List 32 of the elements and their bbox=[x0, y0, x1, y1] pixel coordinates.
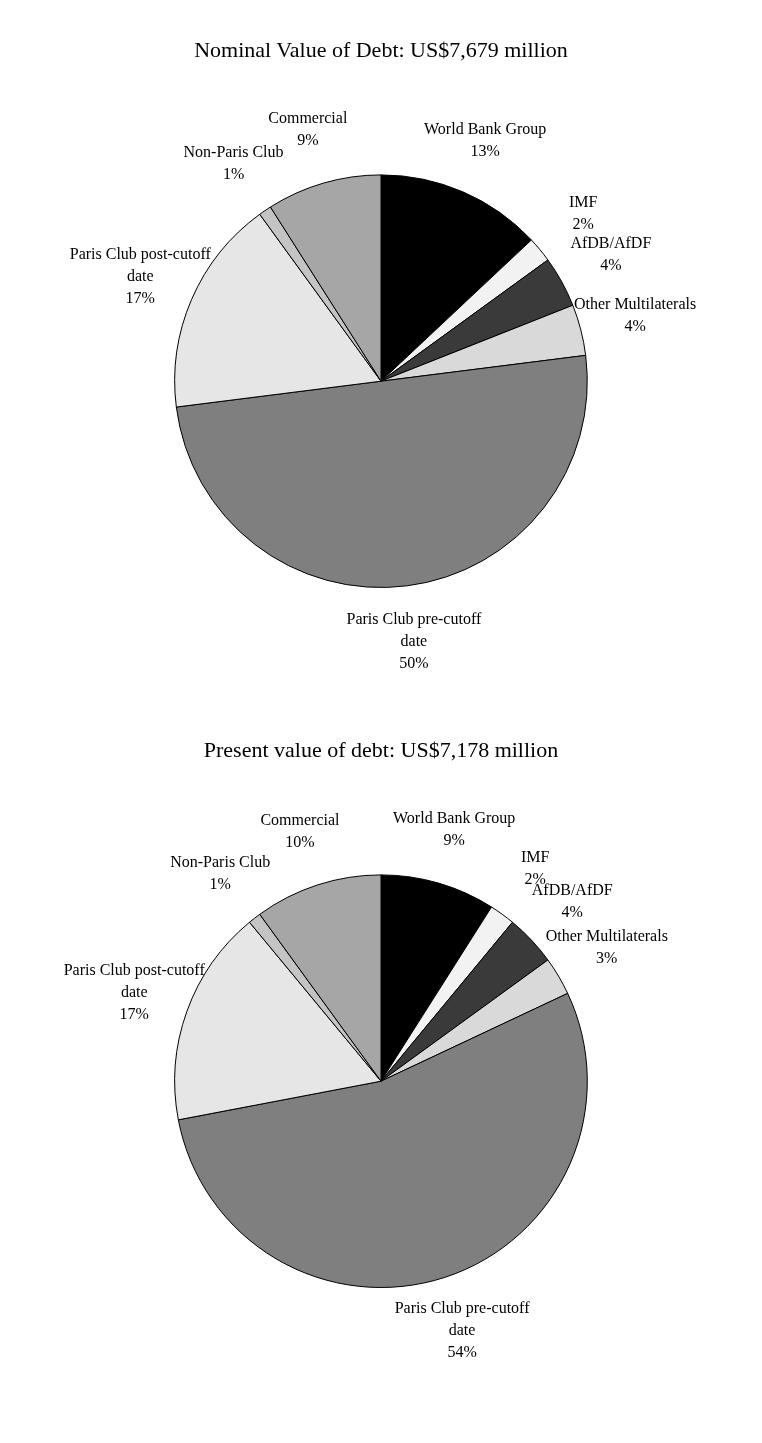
data-label: 1% bbox=[222, 165, 245, 183]
data-label: 4% bbox=[600, 256, 622, 274]
data-label: 17% bbox=[119, 1004, 149, 1022]
slice-label: Commercial bbox=[268, 108, 348, 126]
slice-label: World Bank Group bbox=[424, 119, 547, 138]
data-label: 9% bbox=[297, 130, 319, 148]
data-label: 54% bbox=[447, 1342, 477, 1360]
data-label: 13% bbox=[470, 141, 500, 159]
slice-label: Other Multilaterals bbox=[573, 295, 697, 313]
chart-title: Present value of debt: US$7,178 million bbox=[203, 736, 559, 762]
data-label: 2% bbox=[572, 215, 594, 233]
slice-label: World Bank Group bbox=[393, 808, 516, 827]
slice-label: Paris Club post-cutoff date bbox=[69, 245, 212, 285]
data-label: 1% bbox=[209, 875, 231, 893]
data-label: 3% bbox=[596, 948, 618, 966]
slice-label: AfDB/AfDF bbox=[570, 234, 652, 252]
slice-label: Paris Club post-cutoff date bbox=[63, 960, 206, 1000]
slice-label: Other Multilaterals bbox=[545, 926, 668, 944]
slice-label: IMF bbox=[568, 193, 598, 211]
data-label: 50% bbox=[399, 653, 429, 671]
data-label: 4% bbox=[624, 317, 646, 335]
slice-label: IMF bbox=[520, 848, 550, 866]
slice-label: Non-Paris Club bbox=[183, 143, 284, 161]
slice-label: Non-Paris Club bbox=[170, 853, 271, 871]
slice-label: Commercial bbox=[260, 810, 341, 828]
data-label: 4% bbox=[561, 902, 583, 920]
data-label: 17% bbox=[125, 289, 155, 307]
chart-title: Nominal Value of Debt: US$7,679 million bbox=[194, 36, 568, 62]
data-label: 10% bbox=[285, 832, 315, 850]
slice-label: Paris Club pre-cutoff date bbox=[346, 609, 482, 649]
data-label: 9% bbox=[443, 830, 465, 848]
slice-label: Paris Club pre-cutoff date bbox=[394, 1298, 531, 1338]
